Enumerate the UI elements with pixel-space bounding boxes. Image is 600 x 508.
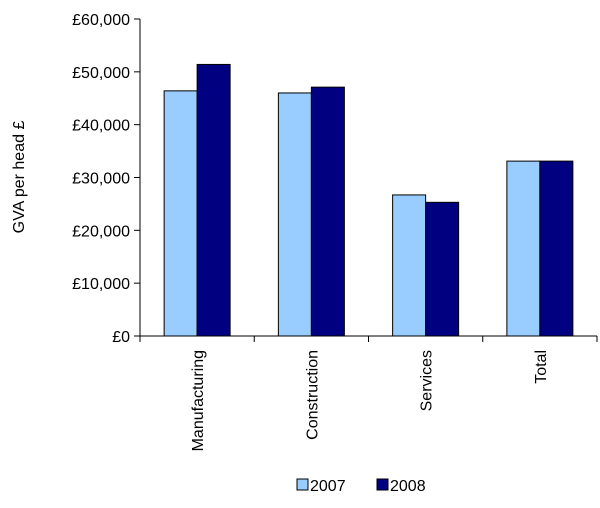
bar-services-2007 [392,194,427,337]
bar-manufacturing-2007 [163,90,198,337]
legend-label-2007: 2007 [310,478,346,495]
y-tick-label: £10,000 [72,276,130,293]
category-label: Manufacturing [190,350,207,451]
bar-total-2008 [539,160,574,337]
category-label: Construction [304,350,321,440]
bar-construction-2008 [310,86,345,337]
y-tick-label: £30,000 [72,171,130,188]
bar-construction-2007 [277,92,312,337]
y-tick-label: £60,000 [72,12,130,29]
bar-services-2008 [425,201,460,337]
category-label: Services [419,350,436,411]
legend-label-2008: 2008 [390,478,426,495]
bar-total-2007 [506,160,541,337]
legend-swatch-2007 [296,478,309,491]
legend: 2007 2008 [296,478,426,495]
y-tick-label: £20,000 [72,223,130,240]
y-tick-label: £50,000 [72,65,130,82]
y-tick-label: £40,000 [72,118,130,135]
y-tick-label: £0 [112,329,130,346]
legend-swatch-2008 [376,478,389,491]
y-axis-title: GVA per head £ [11,121,28,234]
plot-area: £0 £10,000 £20,000 £30,000 £40,000 £50,000 £60… [72,12,598,451]
category-label: Total [533,350,550,384]
bar-manufacturing-2008 [196,63,231,337]
